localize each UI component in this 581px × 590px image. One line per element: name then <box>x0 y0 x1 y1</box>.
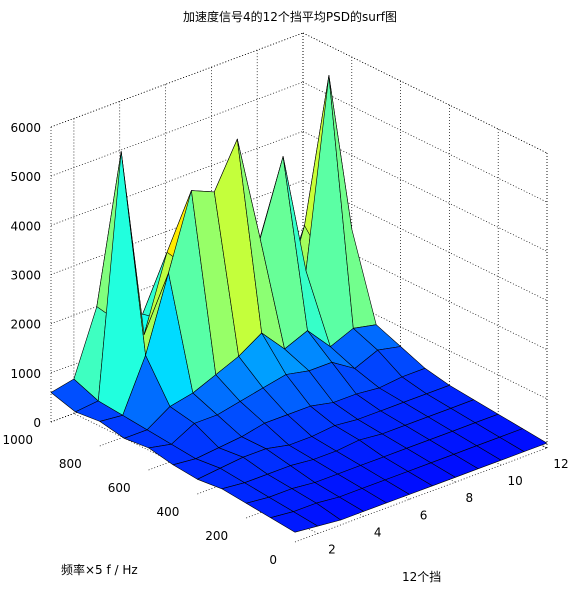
y-axis-label: 频率×5 f / Hz <box>61 562 138 577</box>
z-tick-label: 2000 <box>10 318 41 332</box>
chart-title: 加速度信号4的12个挡平均PSD的surf图 <box>183 9 397 24</box>
z-tick-label: 0 <box>33 416 41 430</box>
z-tick-label: 1000 <box>10 367 41 381</box>
y-tick-label: 1000 <box>2 433 33 447</box>
z-tick-label: 5000 <box>10 170 41 184</box>
z-gridline <box>50 81 304 177</box>
y-tick-label: 200 <box>205 529 228 543</box>
y-tick-label: 600 <box>108 481 131 495</box>
z-gridline <box>50 131 304 226</box>
surface-patch <box>499 428 548 452</box>
x-tick-label: 12 <box>553 457 568 471</box>
z-gridline <box>302 32 548 154</box>
z-tick-label: 3000 <box>10 269 41 283</box>
z-gridline <box>302 131 548 252</box>
axis-ticks: 0100020003000400050006000020040060080010… <box>2 121 568 567</box>
x-axis-label: 12个挡 <box>402 570 441 584</box>
y-tick-label: 800 <box>59 457 82 471</box>
y-tick-label: 0 <box>269 553 277 567</box>
x-tick-label: 2 <box>328 542 336 556</box>
psd-surface <box>50 75 548 533</box>
x-tick-label: 6 <box>420 508 428 522</box>
y-tick-label: 400 <box>156 505 179 519</box>
x-tick-label: 4 <box>374 525 382 539</box>
z-gridline <box>302 81 548 203</box>
x-tick-label: 10 <box>508 474 523 488</box>
z-tick-label: 6000 <box>10 121 41 135</box>
z-gridline <box>50 32 304 128</box>
z-tick-label: 4000 <box>10 219 41 233</box>
x-tick-label: 8 <box>466 491 474 505</box>
